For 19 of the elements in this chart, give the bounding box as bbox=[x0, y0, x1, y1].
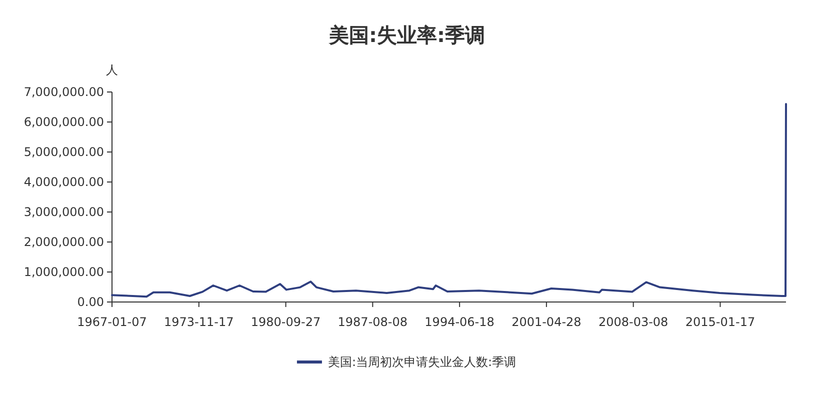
y-tick-label: 1,000,000.00 bbox=[24, 265, 104, 279]
x-tick-label: 1973-11-17 bbox=[164, 315, 234, 329]
y-axis-title: 人 bbox=[106, 63, 118, 77]
y-tick-label: 6,000,000.00 bbox=[24, 115, 104, 129]
x-tick-label: 1967-01-07 bbox=[77, 315, 147, 329]
legend: 美国:当周初次申请失业金人数:季调 bbox=[296, 355, 516, 369]
y-tick-label: 5,000,000.00 bbox=[24, 145, 104, 159]
y-tick-label: 2,000,000.00 bbox=[24, 235, 104, 249]
y-tick-label: 4,000,000.00 bbox=[24, 175, 104, 189]
x-tick-label: 2008-03-08 bbox=[598, 315, 668, 329]
x-tick-label: 2001-04-28 bbox=[512, 315, 582, 329]
y-tick-label: 3,000,000.00 bbox=[24, 205, 104, 219]
x-tick-label: 1980-09-27 bbox=[250, 315, 321, 329]
x-tick-label: 1994-06-18 bbox=[424, 315, 494, 329]
y-tick-label: 0.00 bbox=[77, 295, 104, 309]
x-tick-label: 1987-08-08 bbox=[338, 315, 408, 329]
y-tick-label: 7,000,000.00 bbox=[24, 85, 104, 99]
x-tick-label: 2015-01-17 bbox=[685, 315, 756, 329]
chart-title: 美国:失业率:季调 bbox=[328, 23, 485, 47]
